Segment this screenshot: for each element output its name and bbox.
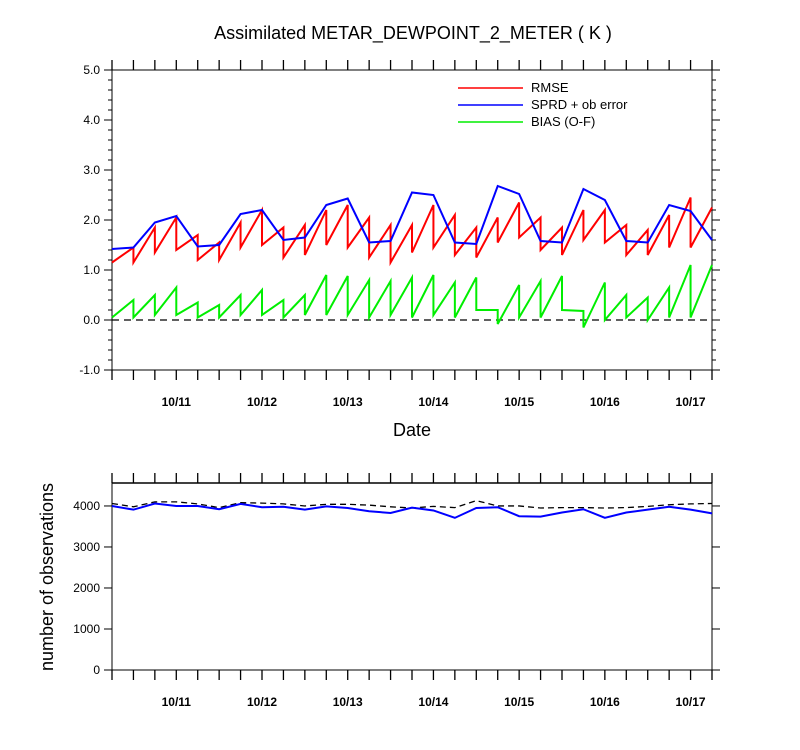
x-tick-label: 10/11 — [162, 395, 192, 409]
bottom-minor-ticks — [111, 473, 713, 680]
x-tick-label: 10/12 — [247, 695, 277, 709]
y-tick-label: 3000 — [73, 540, 100, 554]
y-tick-label: 2000 — [73, 581, 100, 595]
x-tick-label: 10/16 — [590, 695, 620, 709]
bottom-x-axis: 10/11 10/12 10/13 10/14 10/15 10/16 10/17 — [162, 695, 706, 709]
x-tick-label: 10/13 — [333, 695, 363, 709]
x-tick-label: 10/16 — [590, 395, 620, 409]
legend-label-sprd: SPRD + ob error — [531, 97, 628, 112]
y-tick-label: 0.0 — [83, 313, 100, 327]
bottom-series-group — [111, 482, 713, 519]
y-tick-label: 1000 — [73, 622, 100, 636]
y-tick-label: 4.0 — [83, 113, 100, 127]
legend-label-rmse: RMSE — [531, 80, 569, 95]
x-tick-label: 10/11 — [162, 695, 192, 709]
x-tick-label: 10/15 — [504, 695, 534, 709]
y-tick-label: -1.0 — [79, 363, 100, 377]
legend: RMSE SPRD + ob error BIAS (O-F) — [458, 80, 628, 129]
top-minor-ticks — [111, 60, 713, 380]
top-chart: Assimilated METAR_DEWPOINT_2_METER ( K )… — [79, 23, 720, 440]
top-plot-frame — [111, 69, 713, 371]
y-tick-label: 1.0 — [83, 263, 100, 277]
y-tick-label: 0 — [93, 663, 100, 677]
series-line-sprd-ob-error — [111, 184, 713, 250]
chart-title: Assimilated METAR_DEWPOINT_2_METER ( K ) — [214, 23, 612, 44]
y-tick-label: 3.0 — [83, 163, 100, 177]
bottom-plot-frame — [111, 482, 713, 671]
x-tick-label: 10/14 — [418, 395, 448, 409]
y-tick-label: 2.0 — [83, 213, 100, 227]
top-y-axis: -1.0 0.0 1.0 2.0 3.0 4.0 5.0 — [79, 63, 720, 377]
x-tick-label: 10/13 — [333, 395, 363, 409]
y-tick-label: 4000 — [73, 499, 100, 513]
y-axis-title-observations: number of observations — [37, 483, 57, 671]
y-tick-label: 5.0 — [83, 63, 100, 77]
x-tick-label: 10/17 — [676, 695, 706, 709]
x-tick-label: 10/17 — [676, 395, 706, 409]
x-tick-label: 10/15 — [504, 395, 534, 409]
x-tick-label: 10/12 — [247, 395, 277, 409]
series-line-bias-o-f — [111, 264, 713, 328]
series-line-assimilated — [111, 502, 713, 519]
top-series-group — [111, 184, 713, 328]
bottom-y-axis: 0 1000 2000 3000 4000 — [73, 499, 720, 677]
legend-label-bias: BIAS (O-F) — [531, 114, 595, 129]
series-line-rmse — [111, 197, 713, 267]
x-tick-label: 10/14 — [418, 695, 448, 709]
top-x-axis: 10/11 10/12 10/13 10/14 10/15 10/16 10/17 — [162, 395, 706, 409]
x-axis-title: Date — [393, 420, 431, 440]
